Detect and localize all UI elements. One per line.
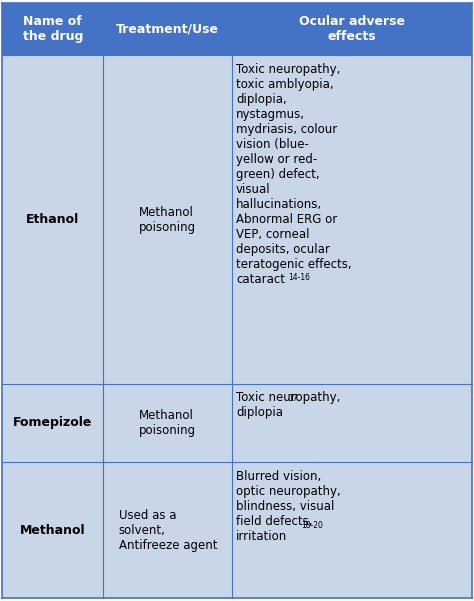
- Bar: [2, 3, 103, 55]
- Bar: [103, 383, 232, 462]
- Bar: [103, 462, 232, 598]
- Text: Blurred vision,
optic neuropathy,
blindness, visual
field defects,
irritation: Blurred vision, optic neuropathy, blindn…: [236, 470, 341, 543]
- Text: Name of
the drug: Name of the drug: [23, 15, 83, 43]
- Text: Methanol: Methanol: [20, 523, 86, 537]
- Bar: [2, 462, 103, 598]
- Bar: [232, 55, 472, 383]
- Text: Toxic neuropathy,
diplopia: Toxic neuropathy, diplopia: [236, 391, 340, 419]
- Bar: [103, 55, 232, 383]
- Text: 18-20: 18-20: [301, 520, 323, 529]
- Text: Treatment/Use: Treatment/Use: [116, 23, 219, 35]
- Text: Methanol
poisoning: Methanol poisoning: [139, 206, 196, 234]
- Text: Ocular adverse
effects: Ocular adverse effects: [299, 15, 405, 43]
- Text: 14-16: 14-16: [288, 273, 310, 282]
- Bar: [103, 3, 232, 55]
- Text: Ethanol: Ethanol: [26, 213, 80, 226]
- Text: Used as a
solvent,
Antifreeze agent: Used as a solvent, Antifreeze agent: [118, 508, 217, 552]
- Bar: [2, 383, 103, 462]
- Text: 17: 17: [288, 394, 298, 403]
- Bar: [232, 383, 472, 462]
- Text: Fomepizole: Fomepizole: [13, 416, 92, 430]
- Bar: [232, 462, 472, 598]
- Text: Methanol
poisoning: Methanol poisoning: [139, 409, 196, 437]
- Bar: [232, 3, 472, 55]
- Text: Toxic neuropathy,
toxic amblyopia,
diplopia,
nystagmus,
mydriasis, colour
vision: Toxic neuropathy, toxic amblyopia, diplo…: [236, 63, 352, 286]
- Bar: [2, 55, 103, 383]
